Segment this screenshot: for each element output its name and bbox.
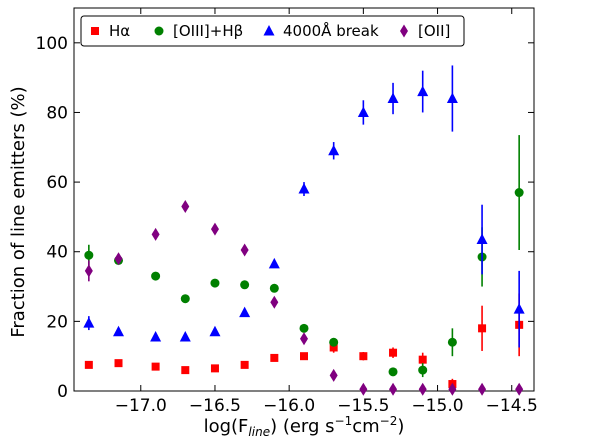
data-point bbox=[329, 343, 338, 352]
x-tick-label: −14.5 bbox=[486, 396, 538, 416]
series-layer bbox=[83, 65, 525, 396]
data-point bbox=[300, 352, 308, 361]
x-tick-label: −16.0 bbox=[263, 396, 315, 416]
data-point bbox=[328, 144, 340, 156]
data-point bbox=[83, 317, 95, 328]
y-tick-label: 40 bbox=[46, 243, 68, 263]
legend-box bbox=[80, 15, 465, 47]
data-point bbox=[268, 257, 280, 269]
x-tick-label: −15.0 bbox=[411, 396, 463, 416]
y-axis-title: Fraction of line emitters (%) bbox=[8, 86, 29, 337]
data-point bbox=[418, 365, 428, 375]
x-tick-label: −15.5 bbox=[337, 396, 389, 416]
data-point bbox=[240, 360, 249, 369]
data-point bbox=[359, 382, 368, 396]
data-point bbox=[179, 331, 191, 342]
data-point bbox=[387, 92, 399, 104]
y-axis-ticks: 0 20 40 60 80 100 bbox=[36, 34, 534, 402]
x-axis-title-units-cm: cm bbox=[352, 416, 379, 437]
data-point bbox=[114, 359, 123, 368]
data-point bbox=[300, 332, 308, 346]
x-tick-label: −17.0 bbox=[115, 396, 167, 416]
data-point bbox=[448, 382, 457, 396]
data-point bbox=[299, 323, 309, 333]
data-point bbox=[151, 227, 160, 241]
data-point bbox=[114, 252, 123, 266]
data-point bbox=[270, 295, 279, 309]
data-point bbox=[210, 222, 219, 236]
x-axis-title-sup-2: −2 bbox=[380, 414, 398, 428]
data-point bbox=[417, 85, 429, 97]
x-axis-title-subscript: line bbox=[248, 425, 270, 439]
data-point bbox=[357, 106, 369, 117]
series-diamond bbox=[84, 199, 524, 396]
data-point bbox=[209, 325, 221, 337]
data-point bbox=[181, 199, 190, 213]
data-point bbox=[418, 355, 427, 364]
data-point bbox=[151, 362, 160, 371]
data-point bbox=[478, 382, 487, 396]
data-point bbox=[515, 382, 524, 396]
data-point bbox=[388, 367, 398, 377]
legend-label: [OII] bbox=[418, 22, 450, 40]
data-point bbox=[84, 360, 93, 369]
data-point bbox=[210, 278, 220, 288]
y-tick-label: 80 bbox=[46, 103, 68, 123]
data-point bbox=[514, 188, 524, 198]
y-tick-label: 20 bbox=[46, 312, 68, 332]
plot-frame bbox=[73, 7, 535, 392]
data-point bbox=[270, 353, 279, 362]
series-triangle bbox=[83, 65, 525, 348]
x-axis-title: log(Fline) (erg s−1cm−2) bbox=[204, 414, 405, 439]
x-axis-title-sup-1: −1 bbox=[335, 414, 353, 428]
data-point bbox=[513, 303, 525, 314]
data-point bbox=[389, 348, 398, 357]
data-point bbox=[418, 382, 427, 396]
legend-marker-circle bbox=[154, 26, 164, 36]
data-point bbox=[180, 294, 190, 304]
data-point bbox=[446, 92, 458, 104]
legend-label: Hα bbox=[109, 22, 130, 40]
y-tick-label: 100 bbox=[36, 34, 68, 54]
data-point bbox=[329, 337, 339, 347]
data-point bbox=[329, 368, 338, 382]
legend-marker-square bbox=[91, 27, 99, 35]
data-point bbox=[240, 243, 249, 257]
data-point bbox=[181, 366, 190, 375]
data-point bbox=[389, 382, 398, 396]
data-point bbox=[447, 337, 457, 347]
plot-area bbox=[73, 7, 535, 392]
x-axis-ticks: −17.0 −16.5 −16.0 −15.5 −15.0 −14.5 bbox=[115, 8, 538, 416]
x-tick-label: −16.5 bbox=[189, 396, 241, 416]
data-point bbox=[476, 233, 488, 245]
legend-marker-triangle bbox=[263, 25, 275, 36]
data-point bbox=[150, 331, 162, 342]
data-point bbox=[84, 250, 94, 260]
data-point bbox=[298, 183, 310, 194]
legend-label: [OIII]+Hβ bbox=[173, 22, 243, 40]
data-point bbox=[478, 324, 487, 333]
x-axis-title-end: ) bbox=[397, 416, 404, 437]
x-axis-title-units: ) (erg s bbox=[270, 416, 334, 437]
data-point bbox=[240, 280, 250, 290]
x-axis-title-prefix: log(F bbox=[204, 416, 249, 437]
y-tick-label: 60 bbox=[46, 173, 68, 193]
data-point bbox=[113, 325, 125, 337]
data-point bbox=[359, 352, 368, 361]
data-point bbox=[84, 264, 93, 278]
y-tick-label: 0 bbox=[57, 382, 68, 402]
legend: Hα [OIII]+Hβ 4000Å break [OII] bbox=[80, 15, 465, 47]
data-point bbox=[151, 271, 161, 281]
legend-marker-diamond bbox=[400, 24, 408, 38]
data-point bbox=[239, 306, 251, 318]
data-point bbox=[269, 283, 279, 293]
data-point bbox=[210, 364, 219, 373]
legend-label: 4000Å break bbox=[283, 21, 379, 40]
